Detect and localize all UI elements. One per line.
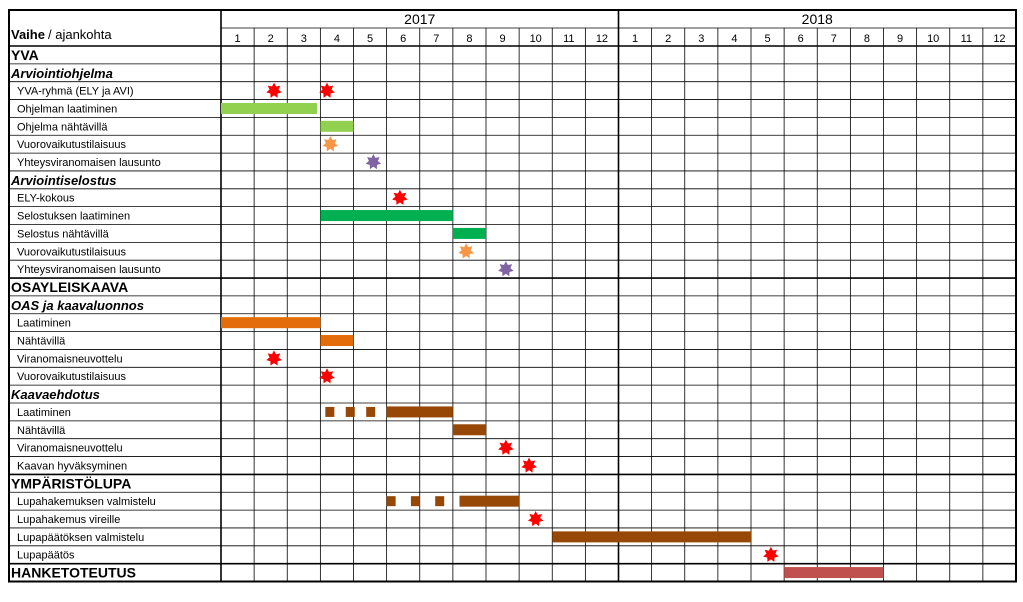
month-label: 4 [334,33,340,45]
month-label: 6 [400,33,406,45]
row-label: Viranomaisneuvottelu [17,443,123,455]
row-label: HANKETOTEUTUS [11,565,136,581]
milestone-star [365,154,382,170]
bar [221,102,318,114]
row-label: OSAYLEISKAAVA [11,279,128,295]
row-label: Nähtävillä [17,336,66,348]
month-label: 9 [500,33,506,45]
dash-segment [345,406,355,417]
marks-layer [221,82,884,579]
dash-segment [435,496,445,507]
month-label: 11 [563,33,574,45]
row-label: Lupahakemus vireille [17,514,120,526]
month-label: 3 [301,33,307,45]
row-label: Arviointiohjelma [10,66,113,81]
bar [221,317,321,329]
milestone-star [458,243,474,259]
month-label: 6 [798,33,804,45]
row-label: Vuorovaikutustilaisuus [17,139,127,151]
row-label: YVA [11,47,39,63]
milestone-star [498,439,514,455]
row-label: YMPÄRISTÖLUPA [11,475,131,491]
row-label: Kaavaehdotus [11,387,100,402]
row-label: Vuorovaikutustilaisuus [17,371,127,383]
month-label: 5 [367,33,373,45]
milestone-star [521,457,537,473]
row-label: ELY-kokous [17,193,75,205]
milestone-star [266,82,282,98]
month-label: 1 [235,33,241,45]
grid-lines [8,9,1017,583]
milestone-star [319,82,335,98]
row-label: Yhteysviranomaisen lausunto [17,157,161,169]
dash-segment [325,406,335,417]
bar [320,120,354,132]
bar [320,210,453,222]
row-label: Nähtävillä [17,425,66,437]
row-label: Laatiminen [17,318,71,330]
month-label: 10 [530,33,542,45]
month-label: 7 [831,33,837,45]
milestone-star [266,350,282,366]
milestone-star [392,189,408,205]
row-label: Lupapäätös [17,550,75,562]
milestone-star [527,511,544,527]
row-label: Vuorovaikutustilaisuus [17,246,127,258]
bar [386,406,453,418]
bar [452,227,486,239]
row-label: Arviointiselostus [10,173,116,188]
month-label: 11 [961,33,972,45]
row-label: Selostuksen laatiminen [17,211,130,223]
milestone-star [763,546,779,562]
table-border [8,9,1017,583]
bar [320,335,354,347]
bar [784,567,884,579]
bar [459,495,520,507]
row-label: Kaavan hyväksyminen [17,460,127,472]
dash-segment [386,496,396,507]
year-label: 2017 [404,11,435,27]
month-label: 4 [731,33,737,45]
year-label: 2018 [802,11,833,27]
bar [552,531,751,543]
row-label: Laatiminen [17,407,71,419]
row-label: Ohjelma nähtävillä [17,121,108,133]
milestone-star [322,136,339,152]
month-label: 12 [596,33,608,45]
month-label: 10 [927,33,939,45]
month-label: 2 [268,33,274,45]
dash-segment [410,496,420,507]
header-title-bold: Vaihe [11,27,45,42]
month-label: 2 [665,33,671,45]
row-label: YVA-ryhmä (ELY ja AVI) [17,86,134,98]
row-label: Lupahakemuksen valmistelu [17,496,156,508]
month-label: 12 [993,33,1005,45]
month-label: 8 [864,33,870,45]
milestone-star [319,368,335,384]
row-label: Ohjelman laatiminen [17,103,117,115]
month-label: 7 [433,33,439,45]
row-label: OAS ja kaavaluonnos [11,298,144,313]
month-label: 5 [765,33,771,45]
row-label: Yhteysviranomaisen lausunto [17,264,161,276]
header-title-rest: / ajankohta [48,27,112,42]
month-label: 9 [897,33,903,45]
month-label: 1 [632,33,638,45]
month-label: 8 [466,33,472,45]
milestone-star [498,261,514,277]
month-label: 3 [698,33,704,45]
bar [452,424,486,436]
row-label: Lupapäätöksen valmistelu [17,532,144,544]
row-label: Selostus nähtävillä [17,228,110,240]
dash-segment [366,406,376,417]
row-label: Viranomaisneuvottelu [17,353,123,365]
